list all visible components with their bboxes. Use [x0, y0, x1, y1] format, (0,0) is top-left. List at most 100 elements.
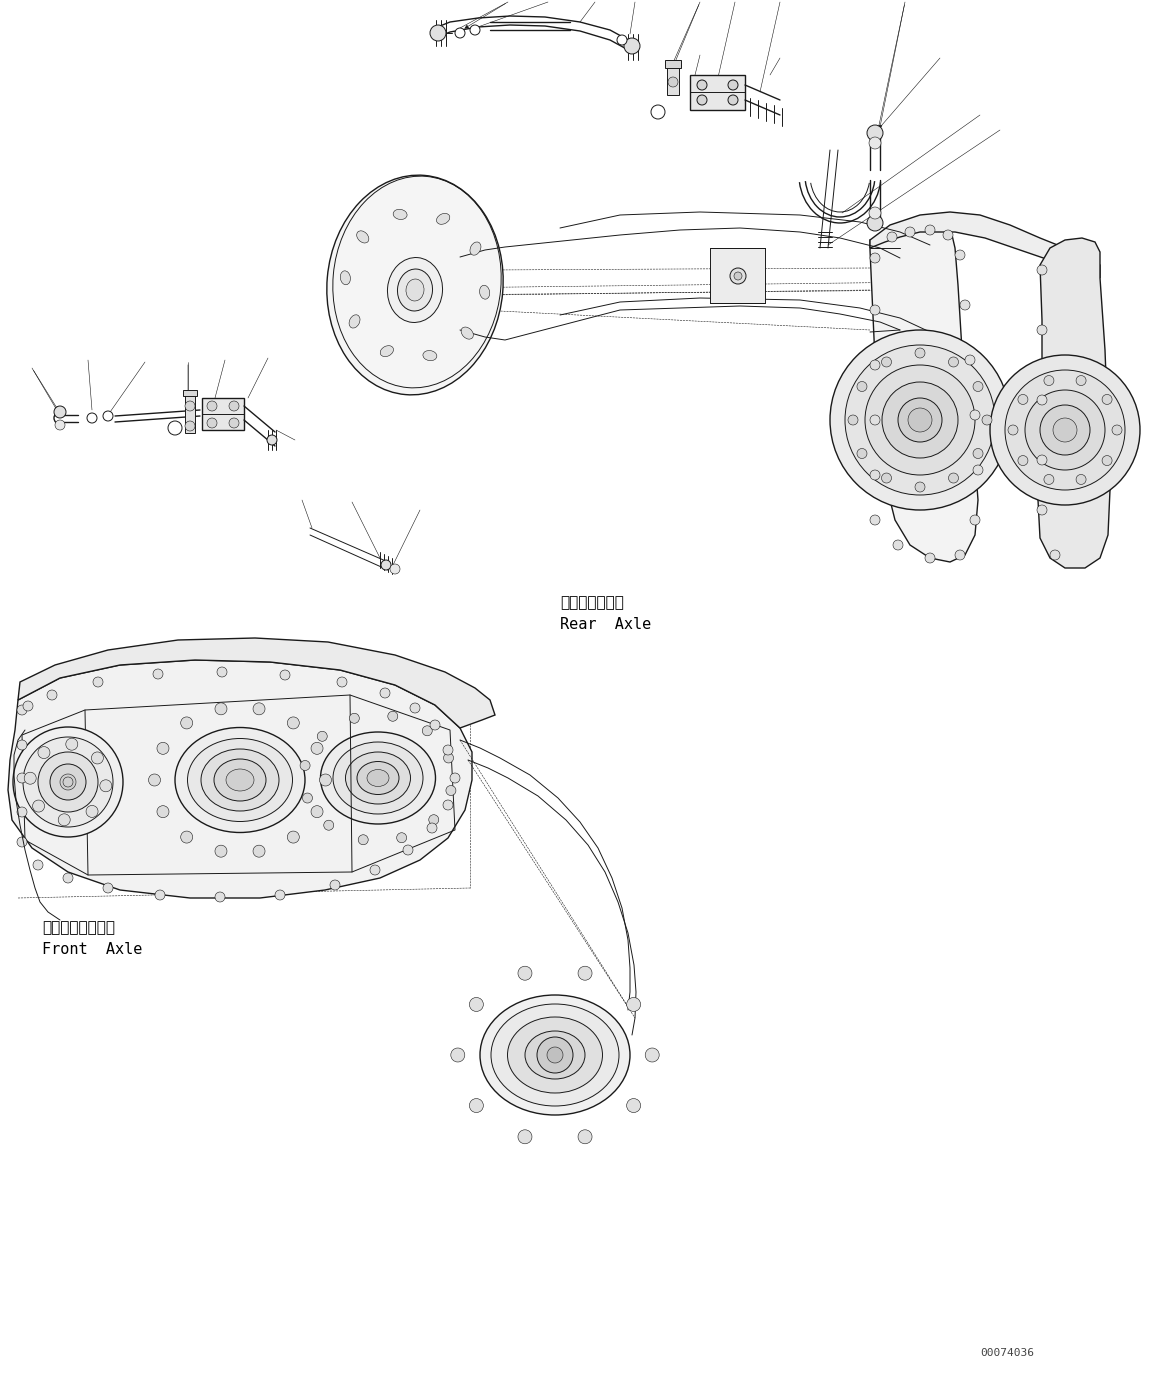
Circle shape [870, 516, 880, 525]
Circle shape [422, 726, 433, 736]
Circle shape [157, 742, 169, 755]
Circle shape [443, 800, 454, 810]
Circle shape [547, 1046, 563, 1063]
Text: 00074036: 00074036 [980, 1348, 1034, 1358]
Circle shape [60, 774, 76, 791]
Ellipse shape [357, 762, 399, 795]
Circle shape [943, 230, 952, 241]
Circle shape [302, 793, 313, 803]
Circle shape [380, 688, 390, 698]
Ellipse shape [507, 1018, 602, 1093]
Circle shape [882, 473, 892, 483]
Circle shape [38, 752, 98, 813]
Circle shape [390, 564, 400, 573]
Circle shape [55, 419, 65, 430]
Circle shape [973, 465, 983, 474]
Ellipse shape [538, 1042, 571, 1068]
Circle shape [898, 397, 942, 441]
Ellipse shape [491, 1004, 619, 1106]
Ellipse shape [462, 327, 473, 340]
Circle shape [578, 1130, 592, 1144]
Circle shape [349, 714, 359, 723]
Circle shape [63, 777, 73, 786]
Ellipse shape [368, 770, 388, 786]
Polygon shape [202, 397, 244, 430]
Circle shape [857, 448, 866, 458]
Text: Rear  Axle: Rear Axle [561, 617, 651, 632]
Ellipse shape [393, 209, 407, 220]
Circle shape [882, 382, 958, 458]
Circle shape [157, 806, 169, 818]
Circle shape [870, 253, 880, 263]
Circle shape [915, 483, 925, 492]
Circle shape [429, 815, 438, 825]
Circle shape [470, 1099, 484, 1112]
Polygon shape [690, 76, 745, 110]
Circle shape [915, 348, 925, 358]
Circle shape [50, 765, 86, 800]
Circle shape [866, 125, 883, 142]
Circle shape [92, 752, 104, 765]
Ellipse shape [321, 732, 435, 824]
Circle shape [167, 421, 181, 434]
Circle shape [470, 25, 480, 34]
Polygon shape [870, 212, 1100, 278]
Circle shape [925, 226, 935, 235]
Circle shape [1037, 395, 1047, 406]
Circle shape [730, 268, 745, 285]
Circle shape [229, 402, 240, 411]
Bar [665, 60, 682, 67]
Polygon shape [1039, 238, 1110, 568]
Ellipse shape [398, 270, 433, 311]
Ellipse shape [174, 727, 305, 832]
Circle shape [905, 227, 915, 236]
Circle shape [970, 410, 980, 419]
Circle shape [445, 785, 456, 796]
Circle shape [287, 830, 299, 843]
Circle shape [287, 716, 299, 729]
Circle shape [330, 880, 340, 890]
Circle shape [908, 408, 932, 432]
Ellipse shape [201, 749, 279, 811]
Circle shape [1018, 395, 1028, 404]
Circle shape [1053, 418, 1077, 441]
Circle shape [959, 300, 970, 309]
Circle shape [274, 890, 285, 901]
Circle shape [33, 800, 44, 813]
Circle shape [38, 747, 50, 759]
Circle shape [337, 676, 347, 688]
Circle shape [154, 670, 163, 679]
Circle shape [451, 1048, 465, 1062]
Circle shape [267, 434, 277, 446]
Circle shape [215, 892, 224, 902]
Circle shape [955, 550, 965, 560]
Circle shape [848, 415, 858, 425]
Circle shape [207, 418, 217, 428]
Circle shape [887, 232, 897, 242]
Circle shape [53, 406, 66, 418]
Circle shape [846, 345, 996, 495]
Circle shape [33, 859, 43, 870]
Circle shape [734, 272, 742, 280]
Circle shape [443, 754, 454, 763]
Circle shape [430, 25, 445, 41]
Circle shape [870, 305, 880, 315]
Circle shape [870, 415, 880, 425]
Circle shape [728, 95, 739, 104]
Circle shape [87, 412, 97, 424]
Circle shape [1037, 505, 1047, 516]
Circle shape [518, 967, 531, 980]
Circle shape [23, 701, 33, 711]
Circle shape [104, 411, 113, 421]
Circle shape [180, 830, 193, 843]
Circle shape [697, 80, 707, 89]
Circle shape [455, 28, 465, 38]
Circle shape [1076, 375, 1086, 385]
Circle shape [411, 703, 420, 714]
Circle shape [925, 553, 935, 562]
Ellipse shape [470, 242, 481, 256]
Ellipse shape [226, 769, 254, 791]
Circle shape [63, 873, 73, 883]
Ellipse shape [479, 285, 490, 300]
Ellipse shape [327, 175, 504, 395]
